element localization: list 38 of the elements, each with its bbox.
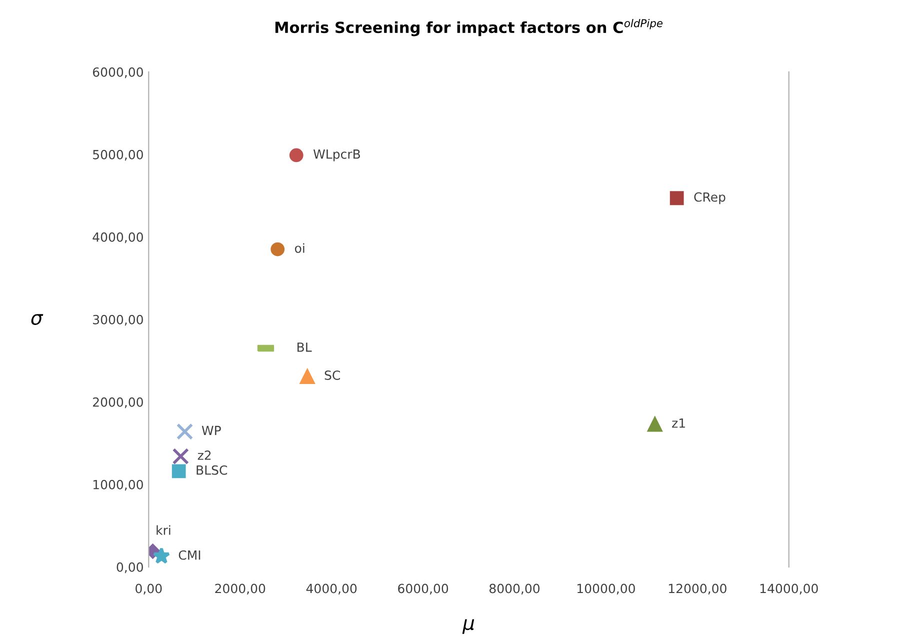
series-label: WLpcrB: [313, 150, 360, 162]
series-label: CRep: [694, 192, 726, 204]
x-tick-label: 10000,00: [578, 584, 635, 595]
point: [289, 148, 304, 162]
y-tick-label: 5000,00: [93, 150, 143, 161]
y-tick-label: 3000,00: [93, 314, 143, 326]
series-label: SC: [324, 370, 340, 380]
series-label: CMI: [178, 550, 200, 560]
series-label: BLSC: [196, 465, 228, 475]
y-tick-label: 4000,00: [92, 232, 143, 244]
y-tick-label: 2000,00: [93, 397, 143, 408]
point: [647, 416, 663, 432]
point: [270, 242, 285, 256]
series-label: WP: [202, 426, 221, 436]
x-tick-label: 14000,00: [760, 584, 818, 595]
x-tick-label: 4000,00: [306, 584, 357, 595]
x-tick-label: 12000,00: [668, 584, 726, 595]
y-axis-title: σ: [31, 314, 44, 326]
x-tick-label: 0,00: [136, 584, 162, 595]
y-tick-label: 6000,00: [92, 67, 143, 78]
y-tick-label: 0,00: [116, 562, 143, 574]
x-axis-title: μ: [462, 619, 474, 634]
chart-title: Morris Screening for impact factors on C$^{oldPipe}$: [275, 18, 663, 36]
point: [670, 191, 684, 206]
series-label: kri: [156, 525, 170, 535]
series-label: z1: [672, 418, 685, 428]
x-tick-label: 8000,00: [490, 584, 540, 595]
x-tick-label: 6000,00: [398, 584, 448, 595]
y-tick-label: 1000,00: [93, 480, 143, 491]
point: [300, 368, 315, 384]
point: [172, 464, 186, 478]
series-label: BL: [298, 342, 312, 352]
series-label: z2: [198, 450, 211, 460]
point: [152, 547, 170, 564]
x-tick-label: 2000,00: [215, 584, 266, 595]
point: [172, 448, 189, 465]
point: [176, 423, 194, 440]
series-label: oi: [294, 243, 304, 253]
